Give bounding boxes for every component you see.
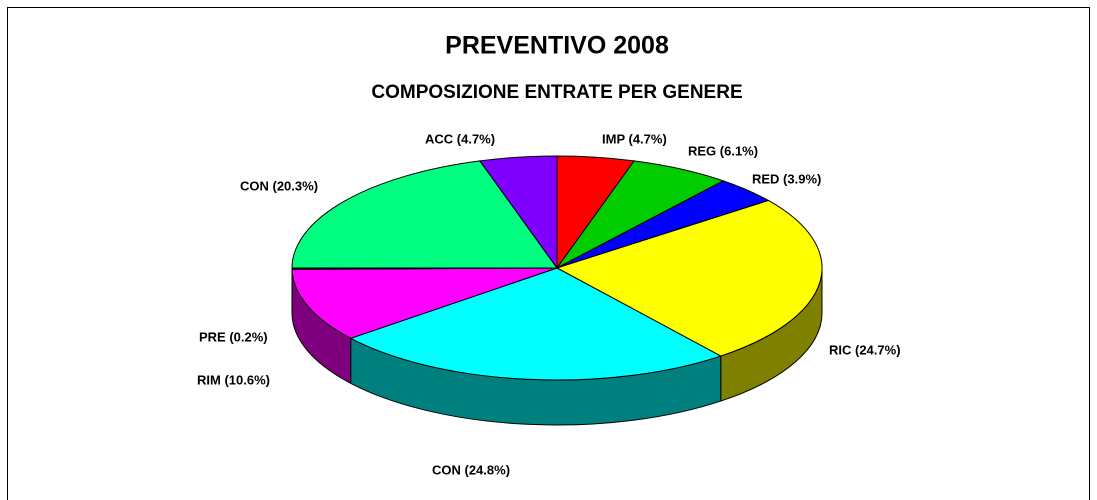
data-label: REG (6.1%) xyxy=(688,143,758,158)
slice xyxy=(349,267,722,381)
chart-subtitle: COMPOSIZIONE ENTRATE PER GENERE xyxy=(371,82,742,103)
chart-title: PREVENTIVO 2008 xyxy=(445,32,669,60)
slice xyxy=(291,160,558,269)
slice xyxy=(478,155,558,270)
data-label: ACC (4.7%) xyxy=(425,131,495,146)
data-label: RIM (10.6%) xyxy=(197,372,270,387)
slice xyxy=(555,199,823,357)
data-label: RIC (24.7%) xyxy=(829,342,901,357)
data-label: RED (3.9%) xyxy=(752,171,821,186)
slice xyxy=(291,267,558,339)
data-label: CON (20.3%) xyxy=(240,178,318,193)
data-label: IMP (4.7%) xyxy=(602,131,667,146)
data-label: CON (24.8%) xyxy=(432,462,510,477)
data-label: PRE (0.2%) xyxy=(199,329,268,344)
